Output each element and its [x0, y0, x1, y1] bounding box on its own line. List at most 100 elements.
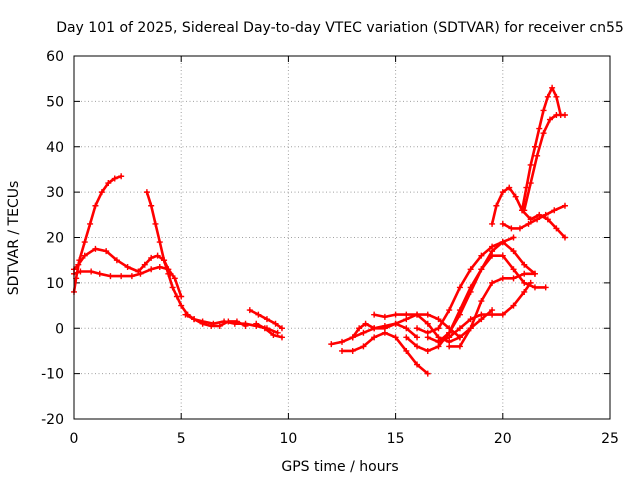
- x-tick-label: 20: [494, 431, 512, 447]
- data-point: [182, 311, 189, 318]
- data-point: [392, 334, 399, 341]
- data-point: [521, 207, 528, 214]
- data-point: [521, 279, 528, 286]
- data-point: [499, 189, 506, 196]
- data-point: [489, 279, 496, 286]
- data-point: [544, 216, 551, 223]
- data-point: [246, 307, 253, 314]
- data-point: [467, 325, 474, 332]
- data-point: [516, 225, 523, 232]
- series-arc-5: [182, 311, 249, 329]
- data-point: [536, 125, 543, 132]
- data-point: [208, 322, 215, 329]
- data-point: [242, 322, 249, 329]
- data-point: [553, 93, 560, 100]
- data-point: [424, 370, 431, 377]
- data-point: [339, 338, 345, 345]
- data-point: [278, 334, 285, 341]
- y-tick-label: 30: [46, 185, 64, 201]
- data-point: [467, 266, 474, 273]
- data-point: [531, 270, 538, 277]
- data-point: [553, 111, 560, 118]
- y-tick-label: 20: [46, 231, 64, 247]
- series-arc-7: [253, 320, 285, 341]
- data-point: [156, 263, 163, 270]
- data-point: [171, 275, 178, 282]
- data-point: [551, 207, 558, 214]
- x-tick-label: 15: [387, 431, 405, 447]
- data-point: [403, 334, 410, 341]
- data-point: [107, 273, 114, 280]
- data-point: [103, 248, 110, 255]
- data-point: [92, 245, 99, 252]
- data-point: [540, 107, 547, 114]
- y-axis-label: SDTVAR / TECUs: [6, 181, 22, 296]
- data-point: [493, 202, 500, 209]
- data-point: [534, 152, 541, 159]
- data-point: [362, 320, 369, 327]
- data-point: [435, 338, 442, 345]
- data-point: [446, 334, 453, 341]
- data-point: [152, 220, 159, 227]
- y-tick-label: 60: [46, 49, 64, 65]
- data-point: [137, 270, 144, 277]
- data-point: [328, 341, 335, 348]
- data-point: [169, 284, 176, 291]
- data-point: [263, 316, 270, 323]
- y-tick-label: 40: [46, 140, 64, 156]
- data-point: [508, 225, 515, 232]
- data-point: [561, 234, 568, 241]
- data-point: [478, 266, 485, 273]
- data-point: [456, 343, 463, 350]
- series-arc-20: [521, 111, 568, 214]
- data-point: [527, 279, 534, 286]
- data-point: [553, 225, 560, 232]
- data-point: [77, 268, 84, 275]
- data-point: [489, 220, 496, 227]
- data-point: [75, 261, 82, 268]
- chart-title: Day 101 of 2025, Sidereal Day-to-day VTE…: [56, 20, 624, 36]
- data-point: [435, 316, 442, 323]
- data-point: [403, 311, 410, 318]
- data-point: [467, 288, 474, 295]
- data-point: [154, 252, 161, 259]
- data-point: [521, 270, 528, 277]
- x-tick-label: 0: [70, 431, 79, 447]
- data-point: [414, 325, 421, 332]
- data-point: [478, 311, 485, 318]
- data-point: [521, 288, 528, 295]
- data-point: [510, 248, 517, 255]
- data-point: [178, 302, 185, 309]
- data-point: [525, 220, 532, 227]
- data-point: [392, 311, 399, 318]
- data-point: [339, 347, 345, 354]
- data-point: [456, 334, 463, 341]
- data-point: [506, 184, 513, 191]
- series-arc-18: [519, 84, 564, 214]
- x-tick-label: 5: [177, 431, 186, 447]
- x-tick-label: 25: [601, 431, 619, 447]
- data-point: [424, 311, 431, 318]
- data-point: [392, 320, 399, 327]
- data-point: [510, 302, 517, 309]
- x-tick-label: 10: [279, 431, 297, 447]
- data-point: [414, 311, 421, 318]
- data-point: [87, 220, 94, 227]
- data-point: [542, 211, 549, 218]
- data-point: [510, 275, 517, 282]
- data-point: [216, 322, 223, 329]
- data-point: [499, 252, 506, 259]
- data-point: [531, 284, 538, 291]
- data-point: [478, 298, 485, 305]
- data-point: [124, 263, 131, 270]
- data-point: [414, 361, 421, 368]
- data-point: [540, 130, 547, 137]
- series-arc-9: [339, 329, 431, 377]
- data-point: [81, 239, 88, 246]
- data-point: [456, 325, 463, 332]
- data-point: [148, 202, 155, 209]
- y-tick-label: 10: [46, 276, 64, 292]
- data-point: [349, 334, 356, 341]
- data-point: [278, 325, 285, 332]
